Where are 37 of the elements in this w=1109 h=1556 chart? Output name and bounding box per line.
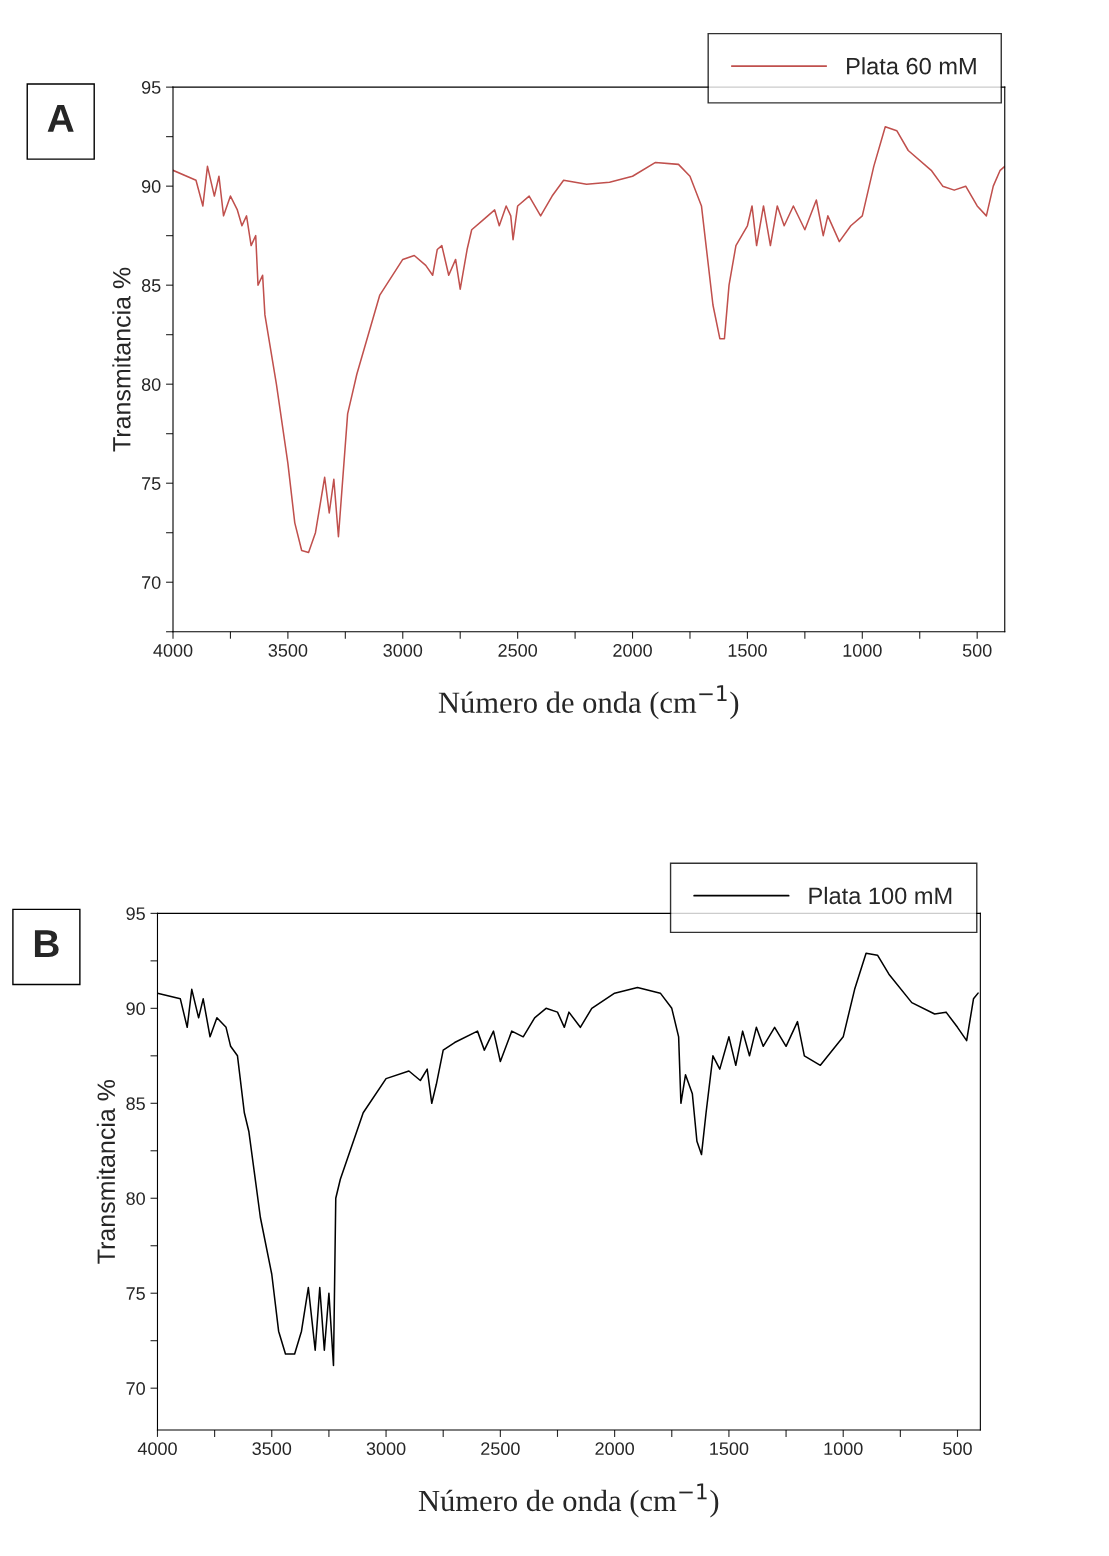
line-series [173,125,1005,554]
y-tick-label: 70 [126,1382,145,1395]
y-tick-label: 80 [126,1192,145,1205]
x-tick-label: 1000 [824,1442,863,1456]
x-tick-label: 3000 [383,644,423,657]
y-tick-label: 70 [142,576,161,589]
x-tick-label: 2000 [613,644,652,657]
text: A [47,104,74,132]
x-tick-label: 2000 [595,1442,635,1456]
y-axis-title: Transmitancia % [112,267,131,452]
y-tick-label: 75 [142,477,161,490]
x-axis-title: Número de onda (cm$^{−1}$) [438,685,739,720]
y-tick-label: 80 [141,378,161,391]
y-tick-label: 90 [126,1002,145,1016]
legend-label: Plata 60 mM [847,57,976,75]
x-tick-label: 500 [943,1442,972,1456]
y-tick-label: 90 [141,180,161,193]
legend-label: Plata 100 mM [809,886,952,905]
text: B [34,930,59,958]
x-tick-label: 1500 [728,644,767,657]
y-tick-label: 85 [126,1097,145,1111]
x-tick-label: 1000 [843,644,882,657]
x-tick-label: 2500 [481,1442,520,1456]
x-tick-label: 2500 [498,644,538,657]
x-tick-label: 500 [962,644,992,657]
y-tick-label: 95 [126,907,145,921]
x-tick-label: 3000 [366,1442,406,1456]
x-tick-label: 1500 [710,1442,749,1456]
y-axis-title: Transmitancia % [96,1079,116,1264]
y-tick-label: 85 [141,279,161,292]
x-tick-label: 3500 [268,644,308,657]
x-tick-label: 4000 [153,644,193,657]
x-tick-label: 3500 [252,1442,292,1456]
y-tick-label: 95 [141,81,161,94]
y-tick-label: 75 [126,1287,145,1300]
x-axis-title: Número de onda (cm$^{−1}$) [418,1483,719,1518]
x-tick-label: 4000 [137,1442,177,1456]
